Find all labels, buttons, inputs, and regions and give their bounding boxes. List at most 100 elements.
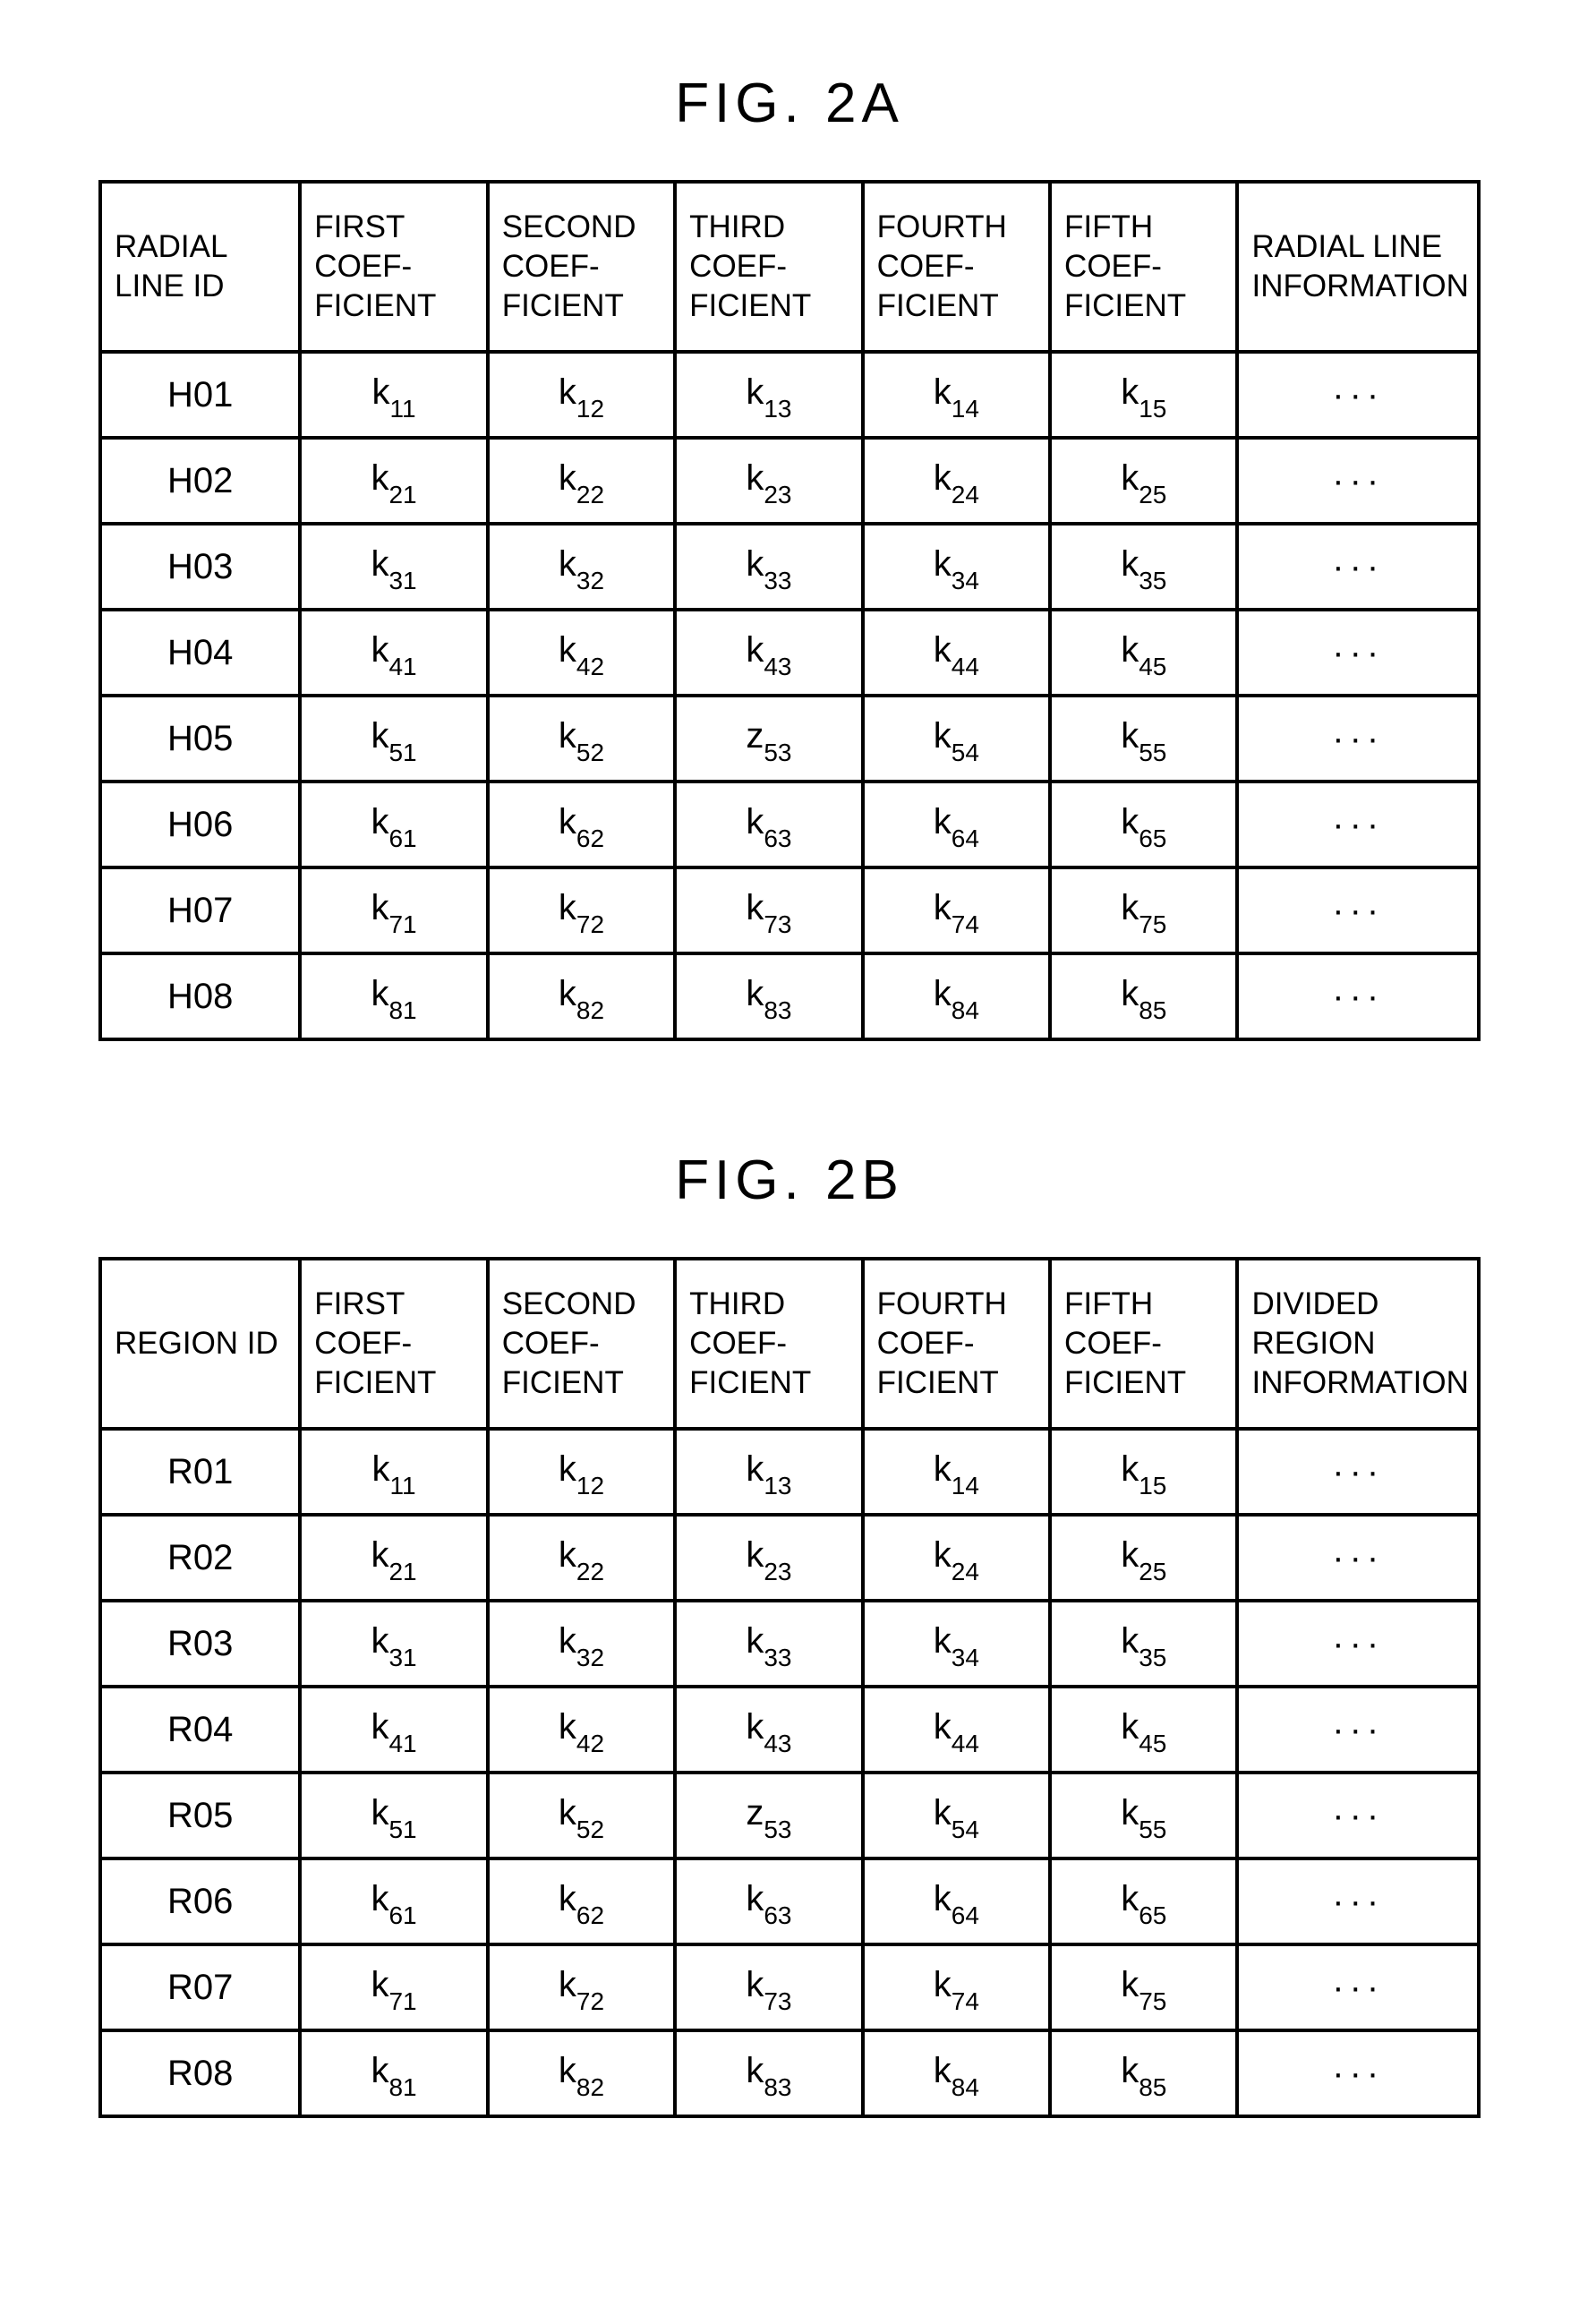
coefficient-cell: k14 — [863, 1429, 1050, 1515]
info-cell: ··· — [1237, 524, 1479, 610]
col-header: RADIAL LINE ID — [100, 182, 300, 352]
table-row: H04k41k42k43k44k45··· — [100, 610, 1479, 696]
table-row: H07k71k72k73k74k75··· — [100, 867, 1479, 953]
coefficient-cell: k13 — [675, 352, 862, 438]
coefficient-cell: k42 — [488, 1687, 675, 1773]
coefficient-cell: k34 — [863, 524, 1050, 610]
coefficient-cell: k54 — [863, 1773, 1050, 1858]
col-header: SECOND COEF-FICIENT — [488, 1259, 675, 1429]
coefficient-cell: k71 — [300, 867, 487, 953]
coefficient-cell: k85 — [1050, 2030, 1237, 2116]
coefficient-cell: k25 — [1050, 438, 1237, 524]
row-id-cell: H07 — [100, 867, 300, 953]
coefficient-cell: k74 — [863, 867, 1050, 953]
coefficient-cell: k84 — [863, 953, 1050, 1039]
coefficient-cell: k82 — [488, 953, 675, 1039]
coefficient-cell: k64 — [863, 1858, 1050, 1944]
coefficient-cell: k54 — [863, 696, 1050, 782]
coefficient-cell: k44 — [863, 1687, 1050, 1773]
table-body-2b: R01k11k12k13k14k15···R02k21k22k23k24k25·… — [100, 1429, 1479, 2116]
info-cell: ··· — [1237, 1858, 1479, 1944]
info-cell: ··· — [1237, 867, 1479, 953]
coefficient-cell: k34 — [863, 1601, 1050, 1687]
coefficient-cell: k83 — [675, 953, 862, 1039]
figure-2b-block: FIG. 2B REGION ID FIRST COEF-FICIENT SEC… — [98, 1149, 1481, 2118]
info-cell: ··· — [1237, 1687, 1479, 1773]
row-id-cell: H06 — [100, 782, 300, 867]
coefficient-cell: k75 — [1050, 867, 1237, 953]
table-header-row: RADIAL LINE ID FIRST COEF-FICIENT SECOND… — [100, 182, 1479, 352]
table-row: H05k51k52z53k54k55··· — [100, 696, 1479, 782]
row-id-cell: R08 — [100, 2030, 300, 2116]
coefficient-cell: k41 — [300, 1687, 487, 1773]
coefficient-cell: k41 — [300, 610, 487, 696]
table-row: R02k21k22k23k24k25··· — [100, 1515, 1479, 1601]
table-header-row: REGION ID FIRST COEF-FICIENT SECOND COEF… — [100, 1259, 1479, 1429]
coefficient-cell: k45 — [1050, 1687, 1237, 1773]
col-header: THIRD COEF-FICIENT — [675, 1259, 862, 1429]
coefficient-cell: k62 — [488, 782, 675, 867]
coefficient-cell: k62 — [488, 1858, 675, 1944]
col-header: FIFTH COEF-FICIENT — [1050, 182, 1237, 352]
coefficient-cell: k43 — [675, 1687, 862, 1773]
coefficient-cell: k84 — [863, 2030, 1050, 2116]
coefficient-cell: k21 — [300, 1515, 487, 1601]
coefficient-cell: k42 — [488, 610, 675, 696]
info-cell: ··· — [1237, 1515, 1479, 1601]
coefficient-table-2b: REGION ID FIRST COEF-FICIENT SECOND COEF… — [98, 1257, 1481, 2118]
coefficient-cell: k82 — [488, 2030, 675, 2116]
row-id-cell: H01 — [100, 352, 300, 438]
table-row: H06k61k62k63k64k65··· — [100, 782, 1479, 867]
coefficient-cell: k44 — [863, 610, 1050, 696]
coefficient-cell: k61 — [300, 1858, 487, 1944]
coefficient-cell: k32 — [488, 1601, 675, 1687]
coefficient-cell: z53 — [675, 696, 862, 782]
coefficient-cell: k81 — [300, 2030, 487, 2116]
coefficient-cell: k73 — [675, 1944, 862, 2030]
row-id-cell: R06 — [100, 1858, 300, 1944]
coefficient-cell: k63 — [675, 782, 862, 867]
row-id-cell: R05 — [100, 1773, 300, 1858]
info-cell: ··· — [1237, 438, 1479, 524]
col-header: FIRST COEF-FICIENT — [300, 1259, 487, 1429]
coefficient-cell: k81 — [300, 953, 487, 1039]
coefficient-cell: k52 — [488, 1773, 675, 1858]
coefficient-cell: k15 — [1050, 1429, 1237, 1515]
table-row: R07k71k72k73k74k75··· — [100, 1944, 1479, 2030]
row-id-cell: R02 — [100, 1515, 300, 1601]
coefficient-cell: k74 — [863, 1944, 1050, 2030]
page: FIG. 2A RADIAL LINE ID FIRST COEF-FICIEN… — [0, 0, 1579, 2324]
coefficient-cell: k31 — [300, 1601, 487, 1687]
table-row: R06k61k62k63k64k65··· — [100, 1858, 1479, 1944]
figure-title-2b: FIG. 2B — [98, 1149, 1481, 1212]
coefficient-cell: k23 — [675, 438, 862, 524]
coefficient-table-2a: RADIAL LINE ID FIRST COEF-FICIENT SECOND… — [98, 180, 1481, 1041]
col-header: FIRST COEF-FICIENT — [300, 182, 487, 352]
coefficient-cell: k72 — [488, 867, 675, 953]
table-row: H01k11k12k13k14k15··· — [100, 352, 1479, 438]
coefficient-cell: k43 — [675, 610, 862, 696]
row-id-cell: R03 — [100, 1601, 300, 1687]
table-row: R01k11k12k13k14k15··· — [100, 1429, 1479, 1515]
coefficient-cell: k21 — [300, 438, 487, 524]
coefficient-cell: k83 — [675, 2030, 862, 2116]
coefficient-cell: k55 — [1050, 1773, 1237, 1858]
row-id-cell: H02 — [100, 438, 300, 524]
coefficient-cell: k64 — [863, 782, 1050, 867]
coefficient-cell: k11 — [300, 352, 487, 438]
col-header: FIFTH COEF-FICIENT — [1050, 1259, 1237, 1429]
coefficient-cell: k35 — [1050, 524, 1237, 610]
info-cell: ··· — [1237, 696, 1479, 782]
row-id-cell: R01 — [100, 1429, 300, 1515]
table-body-2a: H01k11k12k13k14k15···H02k21k22k23k24k25·… — [100, 352, 1479, 1039]
row-id-cell: H03 — [100, 524, 300, 610]
coefficient-cell: k12 — [488, 1429, 675, 1515]
coefficient-cell: k72 — [488, 1944, 675, 2030]
info-cell: ··· — [1237, 953, 1479, 1039]
table-row: H03k31k32k33k34k35··· — [100, 524, 1479, 610]
info-cell: ··· — [1237, 1944, 1479, 2030]
coefficient-cell: k51 — [300, 696, 487, 782]
col-header: FOURTH COEF-FICIENT — [863, 1259, 1050, 1429]
coefficient-cell: k25 — [1050, 1515, 1237, 1601]
col-header: DIVIDED REGION INFORMATION — [1237, 1259, 1479, 1429]
